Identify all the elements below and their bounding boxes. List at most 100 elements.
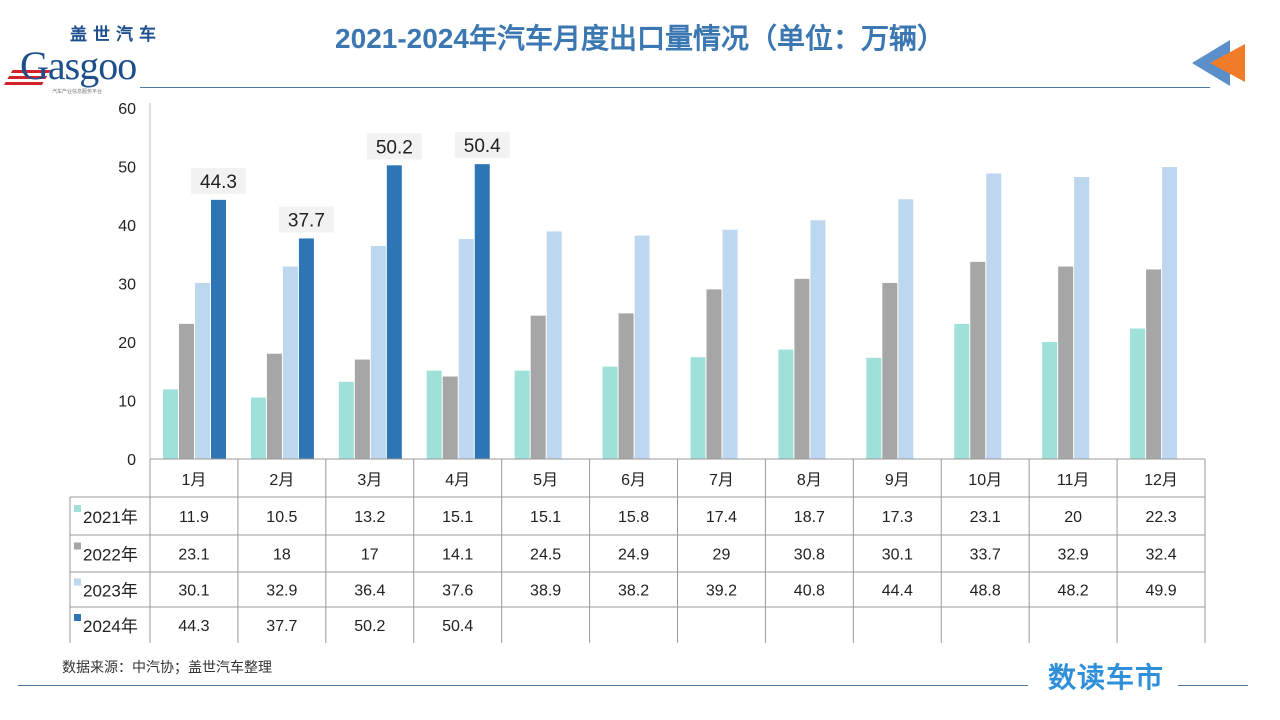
table-cell: 23.1 [178, 547, 209, 564]
bar-2021年-2月 [250, 397, 266, 459]
x-tick-label: 8月 [797, 472, 822, 489]
divider [140, 87, 1210, 88]
bar-2022年-4月 [442, 376, 458, 459]
bar-2022年-8月 [794, 278, 810, 459]
bar-2024年-3月 [386, 165, 402, 459]
bar-2021年-6月 [602, 366, 618, 459]
legend-label: 2022年 [83, 546, 138, 565]
bar-2021年-12月 [1130, 328, 1146, 459]
table-cell: 50.4 [442, 618, 473, 635]
x-tick-label: 7月 [709, 472, 734, 489]
legend-label: 2024年 [83, 617, 138, 636]
x-tick-label: 12月 [1144, 472, 1178, 489]
x-tick-label: 11月 [1057, 472, 1090, 489]
table-cell: 30.1 [178, 583, 209, 600]
table-cell: 29 [713, 547, 731, 564]
table-cell: 38.9 [530, 583, 561, 600]
table-cell: 32.9 [266, 583, 297, 600]
gasgoo-logo: 盖世汽车 Gasgoo 汽车产业信息服务平台 [3, 26, 158, 98]
table-cell: 20 [1064, 509, 1082, 526]
table-cell: 36.4 [354, 583, 385, 600]
table-cell: 44.4 [882, 583, 913, 600]
bar-2023年-8月 [810, 220, 826, 459]
table-cell: 32.4 [1145, 547, 1176, 564]
x-tick-label: 3月 [357, 472, 382, 489]
table-cell: 48.2 [1058, 583, 1089, 600]
table-cell: 17.3 [882, 509, 913, 526]
bar-2022年-1月 [179, 323, 194, 459]
bar-2022年-3月 [354, 359, 370, 459]
table-cell: 22.3 [1145, 509, 1176, 526]
bar-2023年-1月 [195, 282, 210, 459]
table-cell: 15.1 [530, 509, 561, 526]
table-cell: 14.1 [442, 547, 473, 564]
logo-cn: 盖世汽车 [70, 25, 162, 44]
bar-2024年-2月 [298, 238, 314, 459]
data-label-bg [366, 133, 422, 160]
bar-2023年-4月 [458, 239, 474, 459]
bar-2021年-1月 [163, 389, 178, 459]
data-label-bg [454, 132, 510, 159]
bar-2023年-10月 [986, 173, 1002, 459]
x-tick-label: 10月 [968, 472, 1002, 489]
table-cell: 44.3 [178, 618, 209, 635]
table-cell: 33.7 [970, 547, 1001, 564]
table-cell: 30.1 [882, 547, 913, 564]
bar-2022年-9月 [882, 282, 898, 459]
bar-2023年-11月 [1074, 177, 1090, 459]
arrow-left-icon [1192, 40, 1245, 86]
legend-swatch-2023年 [74, 578, 81, 586]
x-tick-label: 2月 [269, 472, 294, 489]
bar-2023年-2月 [282, 266, 298, 459]
data-label: 50.2 [376, 137, 413, 158]
table-cell: 24.5 [530, 547, 561, 564]
y-tick-label: 40 [118, 218, 136, 235]
data-label-bg [278, 206, 334, 233]
bar-2023年-6月 [634, 235, 650, 459]
legend-swatch-2024年 [74, 614, 81, 621]
bar-2021年-7月 [690, 357, 706, 459]
table-cell: 37.6 [442, 583, 473, 600]
table-cell: 24.9 [618, 547, 649, 564]
table-cell: 10.5 [266, 509, 297, 526]
legend-label: 2021年 [83, 508, 138, 527]
bar-2021年-11月 [1042, 342, 1058, 459]
x-tick-label: 9月 [885, 472, 910, 489]
data-label-bg [191, 167, 246, 194]
table-cell: 40.8 [794, 583, 825, 600]
divider [1178, 685, 1248, 686]
bar-2023年-12月 [1162, 167, 1178, 459]
logo-sub: 汽车产业信息服务平台 [52, 89, 103, 95]
bar-2022年-5月 [530, 315, 546, 459]
table-cell: 39.2 [706, 583, 737, 600]
table-cell: 15.8 [618, 509, 649, 526]
table-cell: 32.9 [1058, 547, 1089, 564]
table-cell: 17 [361, 547, 379, 564]
table-cell: 50.2 [354, 618, 385, 635]
legend-label: 2023年 [83, 582, 138, 601]
brand-logo: 数读车市 [1048, 662, 1165, 693]
logo-en: Gasgoo [20, 43, 137, 88]
bar-2023年-3月 [370, 246, 386, 459]
table-cell: 37.7 [266, 618, 297, 635]
bar-2021年-4月 [426, 370, 442, 459]
bar-2022年-10月 [970, 261, 986, 459]
table-cell: 49.9 [1145, 583, 1176, 600]
y-tick-label: 0 [127, 452, 136, 469]
legend-swatch-2021年 [74, 505, 81, 512]
data-label: 37.7 [288, 210, 325, 231]
table-cell: 17.4 [706, 509, 737, 526]
y-tick-label: 30 [118, 277, 136, 294]
table-cell: 13.2 [354, 509, 385, 526]
bar-2022年-2月 [266, 353, 282, 459]
table-cell: 30.8 [794, 547, 825, 564]
table-cell: 11.9 [179, 509, 209, 526]
table-cell: 15.1 [442, 509, 473, 526]
x-tick-label: 4月 [445, 472, 470, 489]
bar-2021年-5月 [514, 370, 530, 459]
bar-2024年-1月 [211, 199, 226, 459]
bar-2023年-5月 [546, 231, 562, 459]
bar-2022年-12月 [1146, 269, 1162, 459]
legend-swatch-2022年 [74, 542, 81, 550]
data-source: 数据来源：中汽协；盖世汽车整理 [62, 659, 272, 675]
